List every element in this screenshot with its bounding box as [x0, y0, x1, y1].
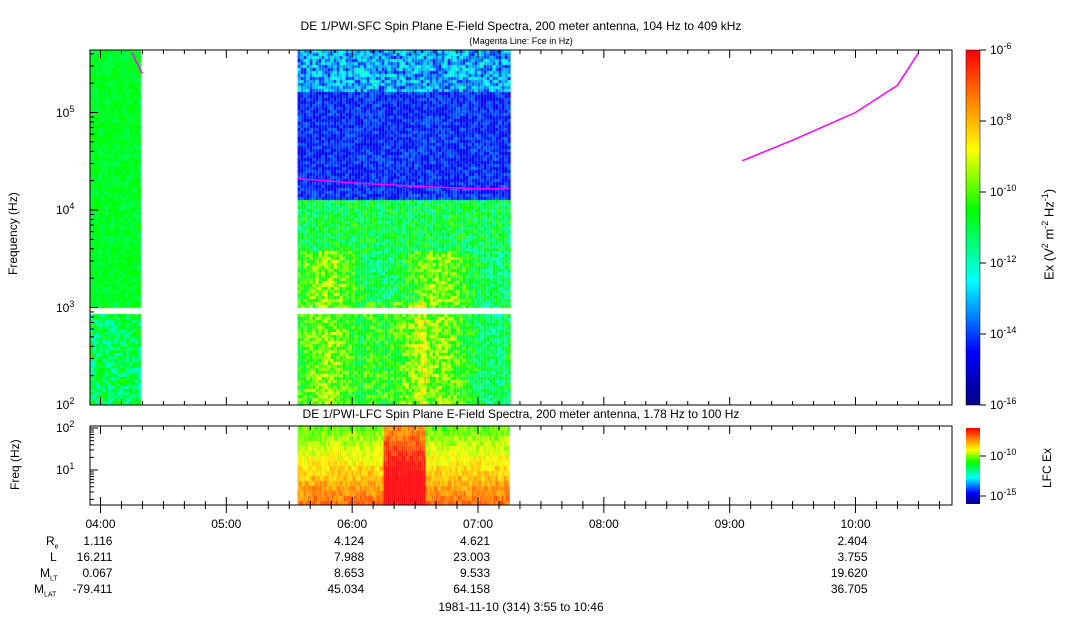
ephemeris-value: 0.067 [82, 566, 113, 580]
fce-line-1 [297, 177, 510, 190]
ephemeris-value: 1.116 [83, 534, 113, 548]
lfc-ytick-label: 102 [56, 419, 75, 435]
sfc-colorbar [966, 50, 980, 405]
ephemeris-label: L [50, 550, 57, 564]
lfc-colorbar-tick-label: 10-10 [990, 447, 1017, 463]
sfc-ylabel: Frequency (Hz) [6, 192, 20, 275]
xtick-label: 09:00 [714, 517, 745, 531]
fce-line-0 [131, 52, 144, 75]
ephemeris-value: 64.158 [453, 582, 490, 596]
sfc-ytick-label: 104 [56, 201, 75, 217]
xtick-label: 04:00 [85, 517, 116, 531]
ephemeris-value: 4.124 [334, 534, 365, 548]
ephemeris-value: 45.034 [327, 582, 365, 596]
xtick-label: 08:00 [588, 517, 619, 531]
ephemeris-value: 7.988 [334, 550, 365, 564]
ephemeris-value: 16.211 [76, 550, 113, 564]
xtick-label: 10:00 [840, 517, 871, 531]
lfc-ytick-label: 101 [56, 461, 75, 477]
lfc-colorbar [966, 428, 980, 504]
fce-line-2 [741, 52, 920, 162]
ephemeris-value: 19.620 [830, 566, 868, 580]
sfc-ytick-label: 105 [56, 103, 75, 120]
lfc-colorbar-label: LFC Ex [1040, 447, 1054, 488]
sfc-colorbar-tick-label: 10-14 [990, 325, 1017, 341]
sfc-colorbar-tick-label: 10-10 [990, 183, 1017, 199]
sfc-title: DE 1/PWI-SFC Spin Plane E-Field Spectra,… [300, 19, 742, 33]
ephemeris-value: 9.533 [459, 566, 490, 580]
sfc-spectrogram [90, 50, 952, 405]
sfc-subtitle: (Magenta Line: Fce in Hz) [469, 36, 573, 46]
sfc-frame [89, 49, 953, 406]
sfc-ytick-label: 102 [56, 396, 75, 412]
ephemeris-value: 36.705 [830, 582, 868, 596]
lfc-title: DE 1/PWI-LFC Spin Plane E-Field Spectra,… [302, 407, 740, 421]
sfc-colorbar-tick-label: 10-6 [990, 41, 1012, 57]
sfc-colorbar-label: Ex (V2 m-2 Hz-1) [1040, 188, 1057, 280]
ephemeris-value: -79.411 [72, 582, 113, 596]
ephemeris-value: 2.404 [837, 534, 868, 548]
ephemeris-value: 4.621 [459, 534, 490, 548]
sfc-colorbar-tick-label: 10-16 [990, 396, 1017, 412]
date-range-footer: 1981-11-10 (314) 3:55 to 10:46 [438, 600, 604, 614]
lfc-ylabel: Freq (Hz) [8, 439, 22, 490]
ephemeris-label: Re [46, 534, 59, 551]
lfc-colorbar-tick-label: 10-15 [990, 487, 1017, 503]
sfc-ytick-label: 103 [56, 298, 75, 315]
ephemeris-label: MLAT [34, 582, 57, 599]
ephemeris-label: MLT [40, 566, 58, 583]
sfc-colorbar-tick-label: 10-8 [990, 112, 1012, 128]
xtick-label: 07:00 [462, 517, 494, 531]
lfc-spectrogram [90, 426, 952, 505]
xtick-label: 06:00 [337, 517, 368, 531]
sfc-colorbar-frame [965, 49, 981, 406]
ephemeris-value: 23.003 [453, 550, 490, 564]
lfc-frame [89, 425, 953, 506]
sfc-colorbar-tick-label: 10-12 [990, 254, 1017, 270]
xtick-label: 05:00 [211, 517, 242, 531]
ephemeris-value: 8.653 [334, 566, 365, 580]
ephemeris-value: 3.755 [837, 550, 868, 564]
